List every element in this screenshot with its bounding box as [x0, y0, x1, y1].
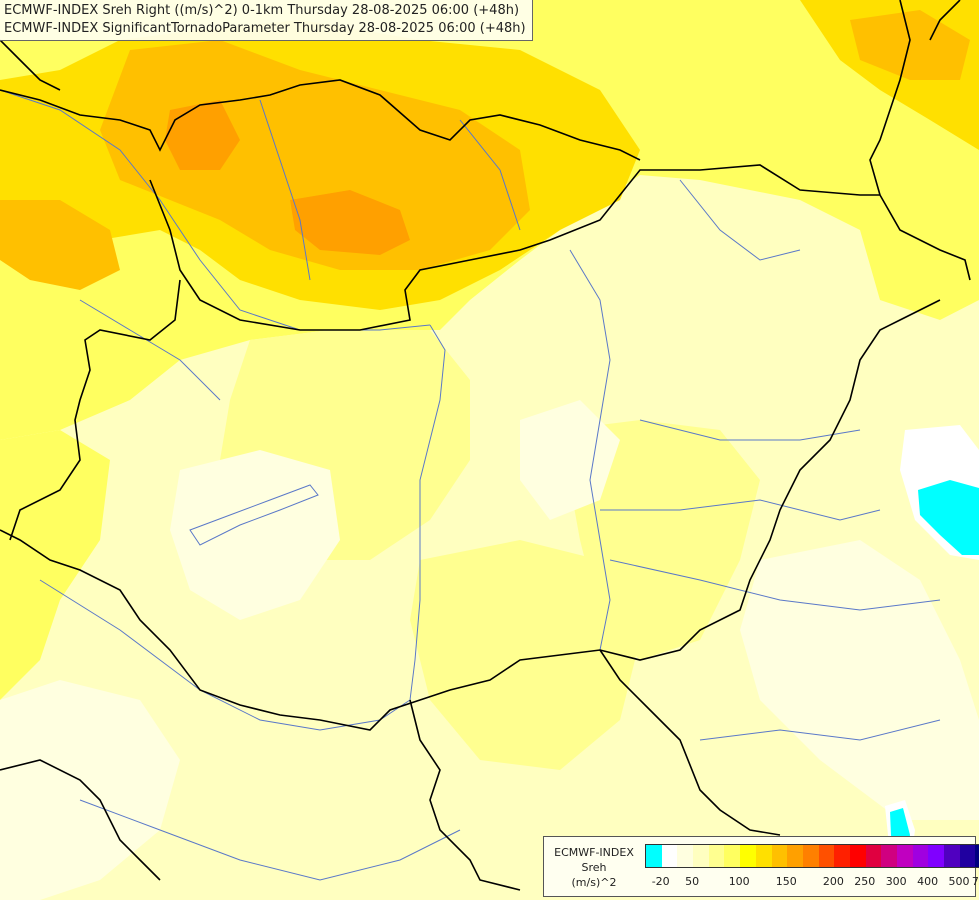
legend-title-unit: (m/s)^2: [571, 876, 617, 889]
legend-swatch: [975, 845, 979, 867]
legend-tick-label: 400: [917, 875, 939, 888]
legend-swatch: [740, 845, 756, 867]
legend-swatch: [771, 845, 788, 867]
river-north-2: [459, 119, 521, 231]
border-far-west: [0, 39, 61, 91]
legend-swatch: [912, 845, 929, 867]
orange-core-2: [290, 190, 410, 255]
legend-tick-label: 150: [775, 875, 797, 888]
west-yellow-band: [0, 430, 110, 700]
legend-swatch: [677, 845, 694, 867]
orange-gold-west: [0, 200, 120, 290]
border-east: [929, 0, 961, 41]
border-hungary-west: [9, 279, 181, 541]
legend-swatch: [818, 845, 835, 867]
border-croatia: [0, 759, 161, 881]
orange-core-1: [165, 100, 240, 170]
lake-balaton: [189, 484, 319, 546]
legend-swatch: [897, 845, 913, 867]
river-east-3: [609, 559, 941, 611]
legend-swatch: [724, 845, 741, 867]
legend-swatch: [834, 845, 850, 867]
legend-tick-label: 700: [971, 875, 979, 888]
legend-swatch: [661, 845, 678, 867]
legend-ticks: -20 50 100 150 200 250 300 400 500700: [645, 875, 979, 889]
legend-swatch: [708, 845, 725, 867]
legend-tick-label: 250: [854, 875, 876, 888]
border-north: [0, 79, 641, 161]
south-yellow-area: [410, 540, 640, 770]
title-line-sreh: ECMWF-INDEX Sreh Right ((m/s)^2) 0-1km T…: [4, 3, 520, 18]
legend-swatch: [802, 845, 819, 867]
rivers: [0, 89, 941, 881]
legend-tick-label: 200: [822, 875, 844, 888]
pale-area-east: [740, 540, 979, 820]
border-hungary-east: [0, 299, 941, 731]
legend-tick-label: 50: [685, 875, 700, 888]
map-title: ECMWF-INDEX Sreh Right ((m/s)^2) 0-1km T…: [0, 0, 533, 41]
legend-swatch: [881, 845, 897, 867]
orange-gold-area: [100, 40, 530, 270]
legend-tick-label: 100: [728, 875, 750, 888]
legend-swatches: [645, 844, 979, 868]
river-sava: [79, 799, 461, 881]
river-danube-south: [409, 324, 446, 701]
river-north-1: [259, 99, 311, 281]
legend-swatch: [944, 845, 960, 867]
legend-tick-label: 500: [948, 875, 970, 888]
legend-tick-label: 300: [885, 875, 907, 888]
legend-title-variable: Sreh: [581, 861, 607, 874]
river-west: [79, 299, 221, 401]
river-tisza: [569, 249, 611, 651]
pale-area-center: [520, 400, 620, 520]
pale-area-west: [170, 450, 340, 620]
river-north-3: [679, 179, 801, 261]
legend-title-model: ECMWF-INDEX: [554, 846, 634, 859]
border-northeast: [869, 0, 911, 196]
legend-swatch: [755, 845, 772, 867]
legend-swatch: [959, 845, 976, 867]
legend-swatch: [928, 845, 945, 867]
border-slovakia-hungary: [149, 164, 971, 331]
legend-swatch: [865, 845, 882, 867]
color-legend: ECMWF-INDEX Sreh (m/s)^2 -20 50 100 150 200 2…: [543, 836, 979, 897]
border-south: [409, 699, 521, 891]
legend-swatch: [646, 845, 662, 867]
legend-swatch: [693, 845, 709, 867]
border-southeast: [599, 649, 781, 836]
legend-tick-label: -20: [651, 875, 670, 888]
legend-swatch: [849, 845, 866, 867]
cyan-core-east: [918, 480, 979, 555]
title-line-stp: ECMWF-INDEX SignificantTornadoParameter …: [4, 21, 526, 36]
legend-title: ECMWF-INDEX Sreh (m/s)^2: [548, 845, 640, 890]
orange-gold-northeast: [850, 10, 970, 80]
river-east-1: [639, 419, 861, 441]
river-south-east: [699, 719, 941, 741]
legend-swatch: [787, 845, 803, 867]
river-east-2: [600, 499, 881, 521]
